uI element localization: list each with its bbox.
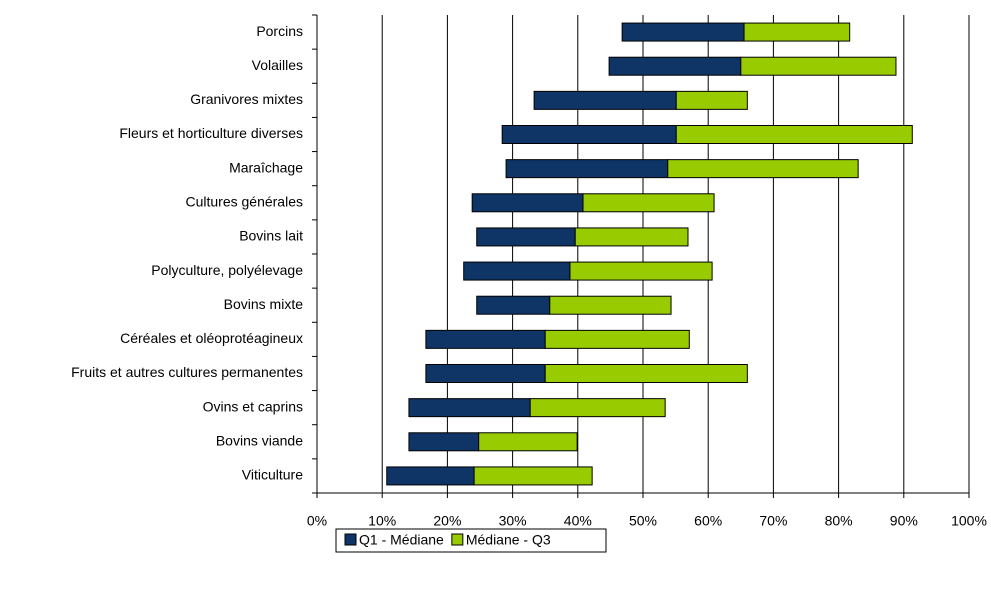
bar	[408, 432, 480, 452]
y-tick-label: Ovins et caprins	[203, 398, 303, 414]
bar	[621, 22, 745, 42]
bar	[408, 398, 531, 418]
x-tick-label: 30%	[499, 513, 527, 529]
bar	[667, 159, 859, 179]
x-tick-label: 60%	[694, 513, 722, 529]
bar	[740, 56, 897, 76]
bar	[529, 398, 666, 418]
bar	[549, 295, 672, 315]
y-tick-label: Bovins viande	[216, 432, 303, 448]
y-tick-label: Céréales et oléoprotéagineux	[120, 330, 303, 346]
bar	[425, 364, 546, 383]
y-tick-label: Polyculture, polyélevage	[151, 262, 303, 278]
y-tick-label: Maraîchage	[229, 159, 303, 175]
y-tick-label: Granivores mixtes	[190, 91, 303, 107]
legend-swatch	[344, 533, 357, 546]
legend-label: Médiane - Q3	[466, 532, 551, 548]
bar	[476, 295, 551, 315]
x-tick-label: 80%	[825, 513, 853, 529]
bar	[533, 90, 677, 110]
legend-swatch	[451, 533, 464, 546]
bar	[386, 466, 475, 486]
y-tick-label: Porcins	[256, 23, 303, 39]
bar	[476, 227, 576, 247]
bar	[505, 159, 669, 179]
y-tick-label: Fleurs et horticulture diverses	[119, 125, 303, 141]
bar	[582, 193, 715, 213]
y-tick-label: Fruits et autres cultures permanentes	[71, 364, 303, 380]
bar	[425, 329, 546, 349]
legend-box	[335, 528, 607, 553]
y-tick-label: Volailles	[252, 57, 303, 73]
bar	[574, 227, 689, 247]
bar	[743, 22, 851, 42]
x-tick-label: 10%	[368, 513, 396, 529]
y-tick-label: Bovins lait	[239, 228, 303, 244]
y-tick-label: Bovins mixte	[224, 296, 304, 312]
x-tick-label: 70%	[759, 513, 787, 529]
bar	[501, 125, 677, 144]
bar	[675, 90, 748, 110]
bar	[608, 56, 742, 76]
bar	[675, 125, 913, 144]
bar	[463, 261, 571, 281]
y-tick-label: Viticulture	[242, 467, 303, 483]
x-tick-label: 90%	[890, 513, 918, 529]
bar	[544, 329, 690, 349]
x-tick-label: 0%	[307, 513, 327, 529]
bar	[471, 193, 584, 213]
x-tick-label: 20%	[433, 513, 461, 529]
x-tick-label: 100%	[951, 513, 987, 529]
bar	[478, 432, 578, 452]
bar	[544, 364, 748, 383]
legend-label: Q1 - Médiane	[359, 532, 444, 548]
y-tick-label: Cultures générales	[185, 193, 303, 209]
bar	[569, 261, 713, 281]
x-tick-label: 50%	[629, 513, 657, 529]
x-tick-label: 40%	[564, 513, 592, 529]
bar	[473, 466, 593, 486]
